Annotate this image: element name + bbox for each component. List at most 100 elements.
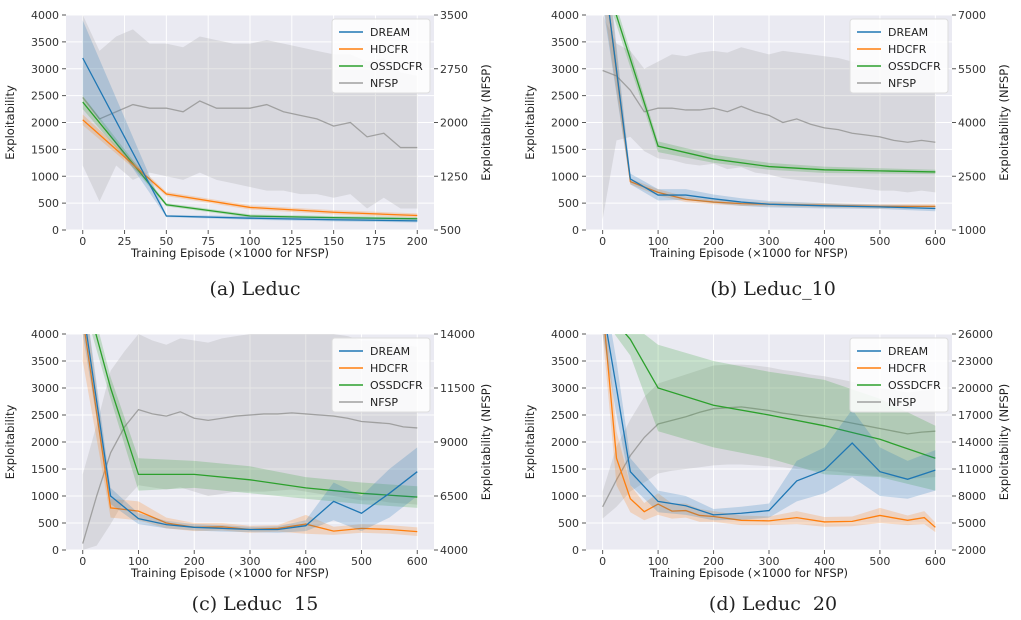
legend-label-hdcfr: HDCFR [888, 362, 927, 375]
legend-label-dream: DREAM [888, 345, 928, 358]
y-tick-label: 3500 [551, 355, 579, 368]
y-tick-label: 1000 [551, 490, 579, 503]
y-tick-label: 500 [558, 517, 579, 530]
y2-axis-label: Exploitability (NFSP) [479, 384, 493, 500]
y-tick-label: 3500 [31, 36, 59, 49]
line-hdcfr [82, 119, 418, 217]
band-dream [82, 334, 418, 533]
x-axis-label: Training Episode (×1000 for NFSP) [649, 246, 848, 260]
chart-panel-0: 0 25 50 75 100 125 150 175 200050010001500200025… [3, 9, 493, 260]
y2-tick-label: 1000 [958, 224, 986, 237]
y-tick-label: 4000 [551, 328, 579, 341]
legend-label-hdcfr: HDCFR [370, 362, 409, 375]
y-tick-label: 500 [38, 197, 59, 210]
y2-tick-label: 7000 [958, 9, 986, 22]
legend-box [849, 18, 949, 94]
x-tick-label: 25 [118, 235, 132, 248]
x-tick-label: 0 [79, 235, 86, 248]
legend-label-ossdcfr: OSSDCFR [888, 379, 941, 392]
x-tick-label: 300 [759, 235, 780, 248]
x-tick-label: 175 [365, 235, 386, 248]
y-tick-label: 2500 [551, 90, 579, 103]
x-axis-label: Training Episode (×1000 for NFSP) [649, 566, 848, 580]
x-tick-label: 600 [407, 555, 428, 568]
y-axis-label: Exploitability [523, 85, 537, 160]
x-tick-label: 100 [128, 555, 149, 568]
band-dream [602, 334, 936, 521]
line-nfsp [82, 97, 418, 149]
x-tick-label: 0 [599, 555, 606, 568]
chart-panel-1: 0 100 200 300 400 500 600 0 500 1000 1500 2000 2500 3… [523, 9, 1011, 260]
x-tick-label: 125 [281, 235, 302, 248]
band-hdcfr [602, 334, 936, 533]
line-ossdcfr [624, 334, 936, 459]
y-tick-label: 4000 [551, 9, 579, 22]
x-tick-label: 150 [323, 235, 344, 248]
line-dream [608, 15, 936, 210]
caption-b: (b) Leduc_10 [710, 278, 836, 300]
y-tick-label: 500 [38, 517, 59, 530]
x-tick-label: 100 [648, 555, 669, 568]
y2-tick-label: 14000 [440, 328, 475, 341]
y-tick-label: 4000 [31, 328, 59, 341]
x-tick-label: 100 [240, 235, 261, 248]
y-tick-label: 1000 [551, 170, 579, 183]
legend-label-nfsp: NFSP [888, 77, 916, 90]
y-tick-label: 2500 [31, 90, 59, 103]
x-tick-label: 0 [79, 555, 86, 568]
y2-axis-label: Exploitability (NFSP) [997, 384, 1011, 500]
y-tick-label: 1000 [31, 490, 59, 503]
y2-tick-label: 9000 [440, 436, 468, 449]
legend-label-ossdcfr: OSSDCFR [888, 60, 941, 73]
y-axis-label: Exploitability [3, 405, 17, 480]
line-nfsp [602, 69, 936, 143]
y-tick-label: 0 [52, 544, 59, 557]
legend-label-nfsp: NFSP [370, 396, 398, 409]
x-tick-label: 400 [814, 235, 835, 248]
y2-axis-label: Exploitability (NFSP) [479, 64, 493, 180]
y-tick-label: 1500 [31, 463, 59, 476]
y2-tick-label: 23000 [958, 355, 993, 368]
x-tick-label: 200 [184, 555, 205, 568]
line-nfsp [82, 408, 418, 544]
y-tick-label: 4000 [31, 9, 59, 22]
y2-tick-label: 20000 [958, 382, 993, 395]
x-tick-label: 300 [240, 555, 261, 568]
y2-tick-label: 26000 [958, 328, 993, 341]
y2-tick-label: 5000 [958, 517, 986, 530]
x-tick-label: 600 [925, 235, 946, 248]
y-tick-label: 1500 [551, 463, 579, 476]
y2-tick-label: 8000 [958, 490, 986, 503]
legend: DREAM HDCFR OSSDCFR NFSP [849, 18, 949, 94]
chart-panel-2: 0 100 200 300 400 500 600 0 500 1000 1500 2000 2500 3… [3, 328, 493, 580]
legend-label-hdcfr: HDCFR [888, 43, 927, 56]
y2-tick-label: 14000 [958, 436, 993, 449]
y2-tick-label: 4000 [440, 544, 468, 557]
y-tick-label: 1500 [551, 143, 579, 156]
y2-axis-label: Exploitability (NFSP) [997, 64, 1011, 180]
x-tick-label: 300 [759, 555, 780, 568]
y-tick-label: 1000 [31, 170, 59, 183]
legend-label-dream: DREAM [888, 26, 928, 39]
y-tick-label: 2500 [31, 409, 59, 422]
y-tick-label: 2000 [551, 117, 579, 130]
line-dream [82, 57, 418, 222]
y-tick-label: 2500 [551, 409, 579, 422]
band-ossdcfr [614, 334, 936, 491]
legend-label-hdcfr: HDCFR [370, 43, 409, 56]
y-tick-label: 3500 [551, 36, 579, 49]
line-hdcfr [604, 334, 936, 528]
y2-tick-label: 500 [440, 224, 461, 237]
y2-tick-label: 6500 [440, 490, 468, 503]
y-tick-label: 3000 [31, 382, 59, 395]
x-axis-label: Training Episode (×1000 for NFSP) [130, 246, 329, 260]
x-tick-label: 200 [703, 235, 724, 248]
line-ossdcfr [95, 334, 418, 498]
y2-tick-label: 2750 [440, 63, 468, 76]
y2-tick-label: 2000 [958, 544, 986, 557]
y-tick-label: 3500 [31, 355, 59, 368]
x-tick-label: 500 [869, 235, 890, 248]
legend-label-nfsp: NFSP [370, 77, 398, 90]
legend-box [331, 337, 431, 413]
legend-box [331, 18, 431, 94]
